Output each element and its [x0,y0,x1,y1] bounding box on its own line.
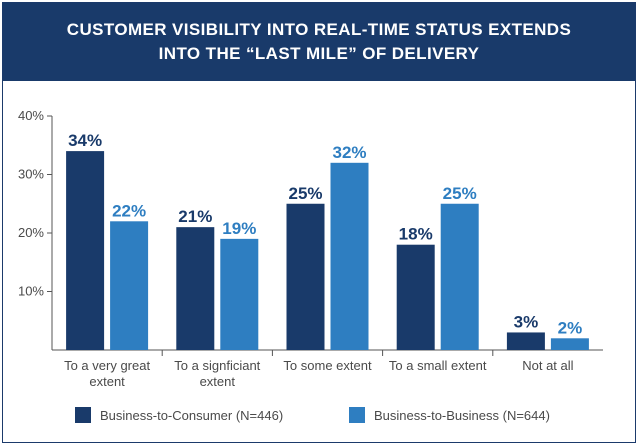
bar [220,238,259,350]
data-label: 32% [332,143,366,162]
chart-title: CUSTOMER VISIBILITY INTO REAL-TIME STATU… [3,3,635,81]
x-tick-label: To a very great [64,358,150,373]
legend-swatch-b2c [75,407,91,423]
y-tick-label: 20% [18,225,44,240]
x-tick-label: To a signficiant [174,358,260,373]
data-label: 22% [112,201,146,220]
legend-swatch-b2b [349,407,365,423]
chart-legend: Business-to-Consumer (N=446) Business-to… [3,407,635,431]
bar-chart: 10%20%30%40%34%22%To a very greatextent2… [18,108,603,389]
chart-title-line-2: INTO THE “LAST MILE” OF DELIVERY [158,44,480,63]
bar [550,338,589,350]
bar [176,227,215,350]
legend-label-b2c: Business-to-Consumer (N=446) [100,407,284,423]
legend-label-b2b: Business-to-Business (N=644) [374,407,550,423]
bar [110,221,149,350]
y-tick-label: 40% [18,108,44,123]
data-label: 3% [514,312,539,331]
legend-item-b2b: Business-to-Business (N=644) [349,407,550,423]
bar [396,244,435,350]
bar [66,151,105,350]
data-label: 21% [178,207,212,226]
x-tick-label: Not at all [522,358,573,373]
bar [286,203,325,350]
data-label: 18% [399,225,433,244]
bar [330,162,369,350]
data-label: 25% [288,184,322,203]
data-label: 19% [222,219,256,238]
y-tick-label: 30% [18,167,44,182]
legend-item-b2c: Business-to-Consumer (N=446) [75,407,283,423]
x-tick-label: To a small extent [389,358,487,373]
chart-title-line-1: CUSTOMER VISIBILITY INTO REAL-TIME STATU… [66,20,572,39]
data-label: 25% [443,184,477,203]
data-label: 34% [68,131,102,150]
data-label: 2% [558,318,583,337]
y-tick-label: 10% [18,284,44,299]
bar [440,203,479,350]
x-tick-label: To some extent [283,358,372,373]
x-tick-label: extent [89,374,125,389]
bar [506,332,545,350]
x-tick-label: extent [200,374,236,389]
chart-frame: CUSTOMER VISIBILITY INTO REAL-TIME STATU… [2,2,636,443]
